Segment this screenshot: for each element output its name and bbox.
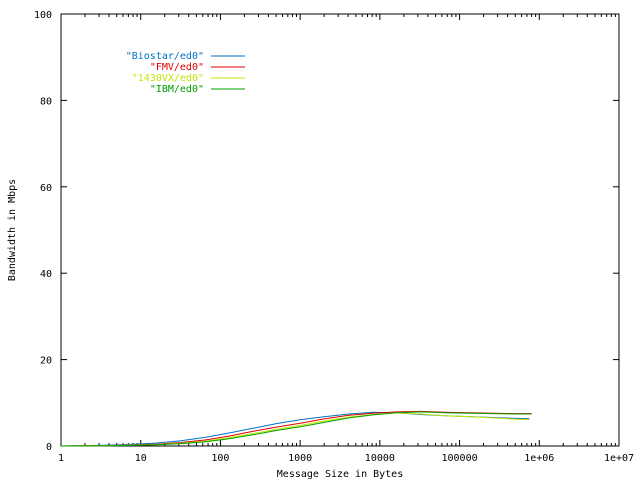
x-tick-label: 1e+06	[524, 453, 554, 464]
y-tick-label: 20	[40, 356, 52, 367]
y-tick-label: 40	[40, 269, 52, 280]
series-layer	[60, 410, 532, 447]
x-tick-label: 1	[58, 453, 64, 464]
legend-label: "1430VX/ed0"	[132, 73, 204, 84]
y-tick-label: 100	[34, 10, 52, 21]
y-axis-label: Bandwidth in Mbps	[7, 179, 18, 281]
x-axis-label: Message Size in Bytes	[277, 469, 403, 480]
x-tick-label: 100	[211, 453, 229, 464]
x-tick-label: 10000	[365, 453, 395, 464]
y-tick-label: 0	[46, 442, 52, 453]
y-tick-label: 80	[40, 96, 52, 107]
y-tick-label: 60	[40, 183, 52, 194]
legend: "Biostar/ed0""FMV/ed0""1430VX/ed0""IBM/e…	[126, 51, 245, 95]
x-tick-label: 1e+07	[604, 453, 634, 464]
legend-label: "Biostar/ed0"	[126, 51, 204, 62]
x-tick-label: 1000	[288, 453, 312, 464]
series-line	[60, 411, 532, 447]
series-line	[60, 412, 530, 447]
x-tick-label: 100000	[442, 453, 478, 464]
x-tick-label: 10	[135, 453, 147, 464]
legend-label: "IBM/ed0"	[150, 84, 204, 95]
y-axis: 0 20 40 60 80 100	[34, 10, 619, 453]
plot-frame	[60, 13, 620, 447]
legend-label: "FMV/ed0"	[150, 62, 204, 73]
series-line	[60, 411, 530, 447]
